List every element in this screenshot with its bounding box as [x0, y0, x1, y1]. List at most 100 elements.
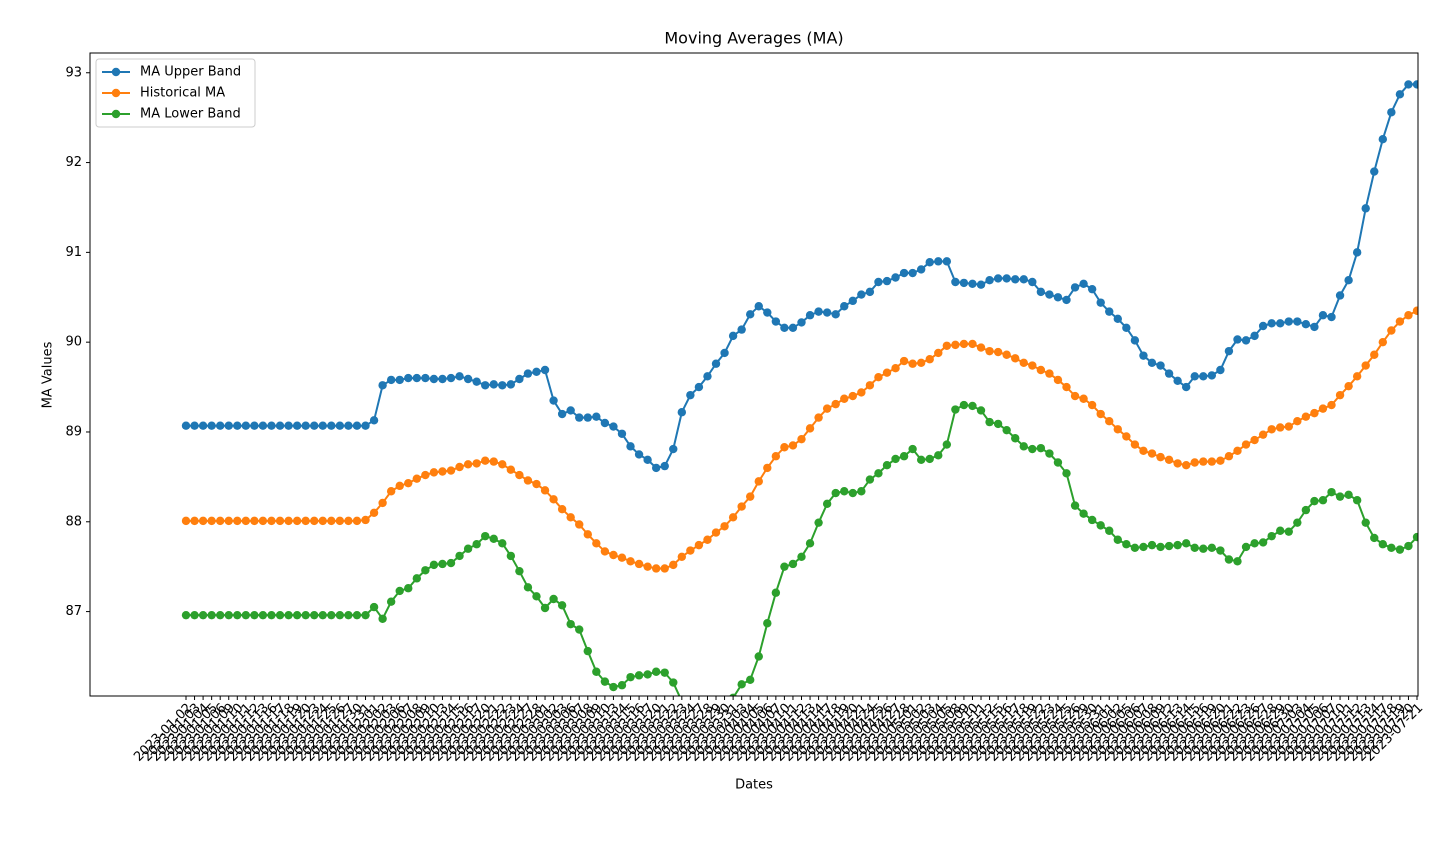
data-point — [378, 381, 387, 390]
data-point — [968, 279, 977, 288]
data-point — [1181, 461, 1191, 470]
data-point — [780, 323, 789, 333]
data-point — [651, 564, 661, 573]
data-point — [532, 479, 541, 489]
data-point — [754, 302, 763, 311]
data-point — [1344, 276, 1353, 285]
data-point — [1293, 518, 1302, 527]
data-point — [1387, 543, 1396, 553]
data-point — [942, 257, 952, 266]
data-point — [899, 356, 909, 366]
data-point — [1361, 518, 1370, 527]
y-tick-label: 90 — [65, 335, 82, 350]
data-point — [1207, 543, 1217, 553]
data-point — [1164, 541, 1174, 551]
data-point — [1019, 275, 1028, 284]
data-point — [1370, 350, 1379, 359]
data-point — [660, 564, 669, 573]
data-point — [395, 586, 404, 596]
data-point — [1147, 449, 1157, 458]
data-point — [506, 380, 516, 389]
data-point — [600, 677, 610, 686]
data-point — [831, 399, 840, 409]
data-point — [737, 502, 746, 511]
data-point — [335, 516, 345, 526]
data-point — [438, 467, 447, 476]
data-point — [498, 539, 507, 548]
data-point — [968, 401, 977, 411]
data-point — [489, 457, 498, 466]
data-point — [891, 454, 900, 464]
data-point — [1053, 458, 1063, 467]
data-point — [1224, 346, 1234, 356]
data-point — [438, 374, 447, 384]
data-point — [275, 421, 285, 430]
data-point — [1404, 541, 1413, 551]
data-point — [959, 278, 969, 288]
data-point — [429, 374, 439, 384]
legend-box — [95, 58, 256, 128]
data-point — [985, 346, 994, 356]
data-point — [669, 444, 678, 454]
data-point — [515, 374, 524, 384]
data-point — [515, 470, 524, 480]
data-point — [532, 592, 541, 601]
data-point — [711, 359, 721, 368]
data-point — [318, 421, 327, 430]
data-point — [523, 583, 533, 592]
data-point — [882, 368, 892, 377]
data-point — [583, 646, 592, 656]
data-point — [181, 516, 191, 526]
data-point — [369, 508, 379, 517]
data-point — [643, 670, 652, 679]
data-point — [250, 421, 259, 430]
data-point — [575, 625, 584, 634]
data-point — [985, 276, 994, 285]
data-point — [737, 680, 746, 689]
data-point — [729, 693, 737, 696]
data-point — [310, 421, 319, 430]
data-point — [1028, 277, 1037, 287]
data-point — [481, 381, 490, 390]
data-point — [686, 546, 695, 555]
data-point — [361, 421, 370, 430]
data-point — [814, 413, 823, 422]
data-point — [446, 373, 456, 383]
data-point — [378, 498, 387, 508]
data-point — [258, 421, 268, 430]
data-point — [780, 443, 789, 452]
data-point — [352, 516, 362, 526]
data-point — [763, 463, 772, 473]
data-point — [805, 311, 815, 320]
data-point — [1412, 532, 1418, 542]
data-point — [421, 373, 430, 383]
data-point — [959, 339, 969, 349]
data-point — [515, 566, 524, 576]
data-point — [1301, 505, 1311, 515]
data-point — [327, 421, 336, 430]
data-point — [575, 520, 584, 529]
data-point — [1070, 501, 1080, 510]
data-point — [1045, 449, 1054, 458]
data-point — [626, 442, 635, 451]
data-point — [1241, 440, 1251, 449]
data-point — [378, 614, 387, 623]
data-point — [609, 682, 618, 692]
data-point — [925, 355, 934, 364]
data-point — [455, 462, 464, 472]
data-point — [1233, 335, 1242, 344]
data-point — [429, 560, 439, 570]
data-point — [797, 434, 806, 444]
data-point — [489, 534, 498, 544]
data-point — [1207, 457, 1217, 466]
data-point — [472, 377, 481, 386]
data-point — [814, 518, 823, 527]
data-point — [472, 459, 481, 468]
data-point — [609, 422, 618, 431]
data-point — [1207, 371, 1217, 380]
data-point — [344, 516, 353, 526]
data-point — [694, 540, 704, 550]
data-point — [985, 417, 994, 427]
data-point — [327, 610, 336, 620]
data-point — [352, 610, 362, 620]
